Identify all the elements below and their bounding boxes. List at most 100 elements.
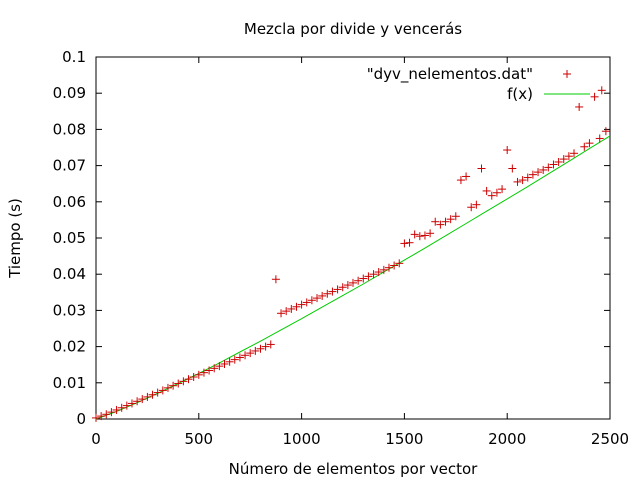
data-point xyxy=(590,92,599,101)
data-point xyxy=(523,173,532,182)
x-axis-ticks: 0 500 1000 1500 2000 2500 xyxy=(91,57,629,448)
data-point xyxy=(287,304,296,313)
data-point xyxy=(333,285,342,294)
data-point xyxy=(451,212,460,221)
data-point xyxy=(282,307,291,316)
y-tick-label: 0.05 xyxy=(53,229,86,247)
y-tick-label: 0.03 xyxy=(53,301,86,319)
legend-label-series-1: "dyv_nelementos.dat" xyxy=(367,65,533,84)
data-point xyxy=(251,346,260,355)
y-tick-label: 0.07 xyxy=(53,157,86,175)
data-point xyxy=(462,172,471,181)
data-point xyxy=(256,344,265,353)
data-point xyxy=(498,185,507,194)
data-point xyxy=(343,281,352,290)
data-point xyxy=(261,342,270,351)
data-point xyxy=(354,276,363,285)
data-point xyxy=(528,170,537,179)
legend-plus-marker xyxy=(563,70,571,78)
data-point xyxy=(220,359,229,368)
data-point xyxy=(225,357,234,366)
data-point xyxy=(210,364,219,373)
y-tick-label: 0.08 xyxy=(53,120,86,138)
data-point xyxy=(235,353,244,362)
data-point xyxy=(472,200,481,209)
data-point xyxy=(518,176,527,185)
y-axis-label: Tiempo (s) xyxy=(6,198,24,279)
data-point xyxy=(374,268,383,277)
data-point xyxy=(492,188,501,197)
data-point xyxy=(559,155,568,164)
data-point xyxy=(158,386,167,395)
y-tick-label: 0.01 xyxy=(53,374,86,392)
data-point xyxy=(446,215,455,224)
data-point xyxy=(246,349,255,358)
data-point xyxy=(194,370,203,379)
data-point xyxy=(597,86,606,95)
data-point xyxy=(338,283,347,292)
y-axis-ticks: 0 0.01 0.02 0.03 0.04 0.05 0.06 0.07 0.08 0.09 0.1 xyxy=(53,48,610,428)
data-point xyxy=(467,203,476,212)
data-point xyxy=(379,265,388,274)
data-point xyxy=(405,238,414,247)
data-point xyxy=(585,139,594,148)
data-point xyxy=(138,395,147,404)
data-point xyxy=(313,294,322,303)
data-point xyxy=(441,217,450,226)
data-point xyxy=(431,217,440,226)
x-tick-label: 1500 xyxy=(385,430,423,448)
data-point xyxy=(415,232,424,241)
data-point xyxy=(153,388,162,397)
data-point xyxy=(477,164,486,173)
data-point xyxy=(174,379,183,388)
data-point xyxy=(102,410,111,419)
data-point xyxy=(369,270,378,279)
data-point xyxy=(601,127,610,136)
data-point xyxy=(534,168,543,177)
data-point xyxy=(554,157,563,166)
data-point xyxy=(564,152,573,161)
x-axis-label: Número de elementos por vector xyxy=(229,460,479,478)
legend-label-series-2: f(x) xyxy=(507,85,533,103)
data-point xyxy=(323,289,332,298)
data-point xyxy=(92,413,100,422)
data-point xyxy=(400,239,409,248)
series-layer xyxy=(92,86,611,422)
data-point xyxy=(189,373,198,382)
x-tick-label: 500 xyxy=(184,430,213,448)
data-point xyxy=(117,403,126,412)
data-point xyxy=(390,261,399,270)
data-point xyxy=(410,230,419,239)
data-point xyxy=(271,275,280,284)
data-point xyxy=(570,149,579,158)
x-tick-label: 1000 xyxy=(283,430,321,448)
data-point xyxy=(580,142,589,151)
data-point xyxy=(318,291,327,300)
data-point xyxy=(549,160,558,169)
data-point xyxy=(482,186,491,195)
y-tick-label: 0.1 xyxy=(62,48,86,66)
data-point xyxy=(544,163,553,172)
data-point xyxy=(436,220,445,229)
data-point xyxy=(163,383,172,392)
data-point xyxy=(112,405,121,414)
data-point xyxy=(215,362,224,371)
data-point xyxy=(205,366,214,375)
y-tick-label: 0.02 xyxy=(53,338,86,356)
data-point xyxy=(359,274,368,283)
data-point xyxy=(575,102,584,111)
data-point xyxy=(384,263,393,272)
data-point xyxy=(456,176,465,185)
legend-marker-series-1 xyxy=(563,70,571,78)
data-point xyxy=(364,272,373,281)
legend: "dyv_nelementos.dat" f(x) xyxy=(367,65,590,103)
data-point xyxy=(199,368,208,377)
y-tick-label: 0.06 xyxy=(53,193,86,211)
y-tick-label: 0.04 xyxy=(53,265,86,283)
x-tick-label: 2000 xyxy=(488,430,526,448)
x-tick-label: 0 xyxy=(91,430,101,448)
data-point xyxy=(97,412,106,421)
data-point xyxy=(426,229,435,238)
data-point xyxy=(508,164,517,173)
